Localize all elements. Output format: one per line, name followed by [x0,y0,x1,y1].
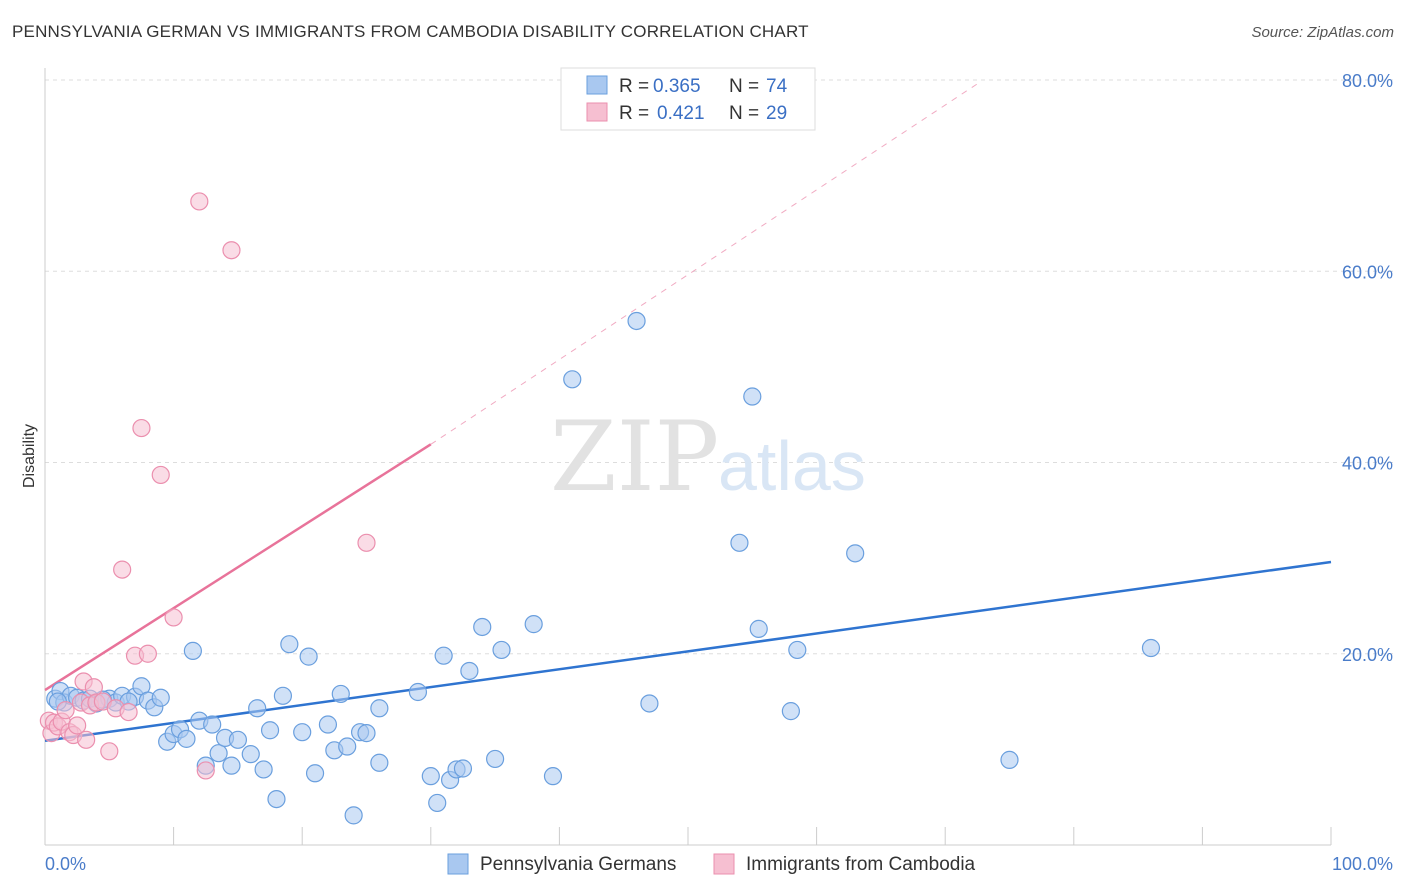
legend-swatch-pink [586,102,608,122]
pennsylvania-germans-point-26 [222,756,241,775]
watermark-zip: ZIP [550,401,719,513]
pennsylvania-germans-point-30 [254,760,273,779]
legend-n-value-blue: 74 [766,76,788,97]
pennsylvania-germans-point-33 [273,686,293,705]
pennsylvania-germans-point-48 [421,767,440,786]
pennsylvania-germans-point-62 [640,694,659,713]
pennsylvania-germans-point-66 [781,702,800,721]
pennsylvania-germans-point-60 [563,370,582,389]
pennsylvania-germans-point-45 [370,753,389,772]
legend-n-label-blue: N = [729,76,759,97]
y-tick-label-20: 20.0% [1342,645,1393,665]
pennsylvania-germans-point-24 [209,744,228,763]
pennsylvania-germans-point-15 [151,688,170,707]
pennsylvania-germans-point-34 [280,635,299,654]
pennsylvania-germans-point-32 [267,789,286,809]
y-tick-label-60: 60.0% [1342,262,1393,282]
legend-swatch-blue [586,75,608,95]
pennsylvania-germans-point-55 [473,617,492,637]
legend-n-label-pink: N = [729,103,759,124]
pennsylvania-germans-point-19 [177,729,196,748]
pennsylvania-germans-point-65 [749,619,768,638]
cambodia-point-22 [138,644,157,663]
pennsylvania-germans-point-67 [788,640,807,660]
legend-r-label-pink: R = [619,103,649,124]
cambodia-point-23 [151,465,170,485]
bottom-legend-label-pink: Immigrants from Cambodia [746,854,976,875]
legend-r-value-blue: 0.365 [653,76,701,97]
trend-line-extension-cambodia [430,83,978,445]
pennsylvania-germans-point-40 [331,684,350,704]
pennsylvania-germans-point-57 [492,640,511,660]
x-axis-ticks [173,827,1332,845]
pennsylvania-germans-point-61 [627,311,646,331]
cambodia-point-19 [119,702,138,722]
x-tick-label-max: 100.0% [1332,854,1393,874]
cambodia-point-28 [357,533,376,552]
pennsylvania-germans-point-53 [453,759,473,778]
pennsylvania-germans-point-59 [543,767,563,786]
cambodia-point-11 [77,730,96,749]
x-tick-label-min: 0.0% [45,854,86,874]
pennsylvania-germans-point-69 [1000,750,1019,769]
pennsylvania-germans-point-36 [299,647,318,666]
pennsylvania-germans-point-54 [460,661,479,681]
y-axis-tick-labels: 20.0% 40.0% 60.0% 80.0% [1342,71,1393,665]
cambodia-point-24 [164,608,183,627]
cambodia-point-5 [56,701,75,720]
pennsylvania-germans-point-46 [370,699,389,718]
cambodia-point-18 [113,560,132,579]
series-pennsylvania-germans [46,311,1161,825]
y-tick-label-80: 80.0% [1342,71,1393,91]
series-immigrants-from-cambodia [39,192,376,780]
pennsylvania-germans-point-29 [248,699,267,718]
y-axis-title: Disability [21,424,38,488]
legend-r-value-pink: 0.421 [657,103,705,124]
gridlines [45,79,1393,655]
cambodia-point-16 [100,742,119,761]
pennsylvania-germans-point-38 [318,715,338,734]
pennsylvania-germans-point-20 [183,641,202,660]
legend-r-label-blue: R = [619,76,649,97]
pennsylvania-germans-point-31 [260,721,280,740]
pennsylvania-germans-point-47 [408,682,428,702]
pennsylvania-germans-point-23 [203,715,222,734]
bottom-legend-swatch-pink [713,853,735,875]
cambodia-point-26 [196,761,215,780]
cambodia-point-27 [222,241,241,260]
pennsylvania-germans-point-68 [846,544,865,563]
pennsylvania-germans-point-28 [241,745,260,764]
source-credit: Source: ZipAtlas.com [1251,24,1394,41]
y-tick-label-40: 40.0% [1342,454,1393,474]
pennsylvania-germans-point-63 [730,533,749,552]
correlation-legend: R = 0.365 N = 74 R = 0.421 N = 29 [560,67,816,131]
pennsylvania-germans-point-41 [338,737,357,756]
pennsylvania-germans-point-44 [357,724,376,743]
bottom-legend-swatch-blue [447,853,469,875]
series-legend: Pennsylvania Germans Immigrants from Cam… [447,853,976,875]
pennsylvania-germans-point-50 [434,646,453,665]
pennsylvania-germans-point-27 [228,730,247,749]
pennsylvania-germans-point-49 [428,793,447,813]
pennsylvania-germans-point-42 [344,806,363,825]
pennsylvania-germans-point-70 [1141,638,1161,658]
trend-line-cambodia [44,443,432,692]
cambodia-point-25 [190,192,209,211]
pennsylvania-germans-point-37 [305,764,325,783]
bottom-legend-label-blue: Pennsylvania Germans [480,854,676,875]
trend-line-pennsylvania-germans [44,560,1332,743]
cambodia-point-8 [68,716,87,735]
pennsylvania-germans-point-35 [293,723,312,742]
pennsylvania-germans-point-58 [524,615,543,634]
pennsylvania-germans-point-64 [743,387,762,406]
watermark-atlas: atlas [718,427,866,505]
chart-title: PENNSYLVANIA GERMAN VS IMMIGRANTS FROM C… [12,22,809,41]
legend-n-value-pink: 29 [766,103,787,124]
cambodia-point-21 [132,418,151,438]
pennsylvania-germans-point-56 [486,749,505,769]
